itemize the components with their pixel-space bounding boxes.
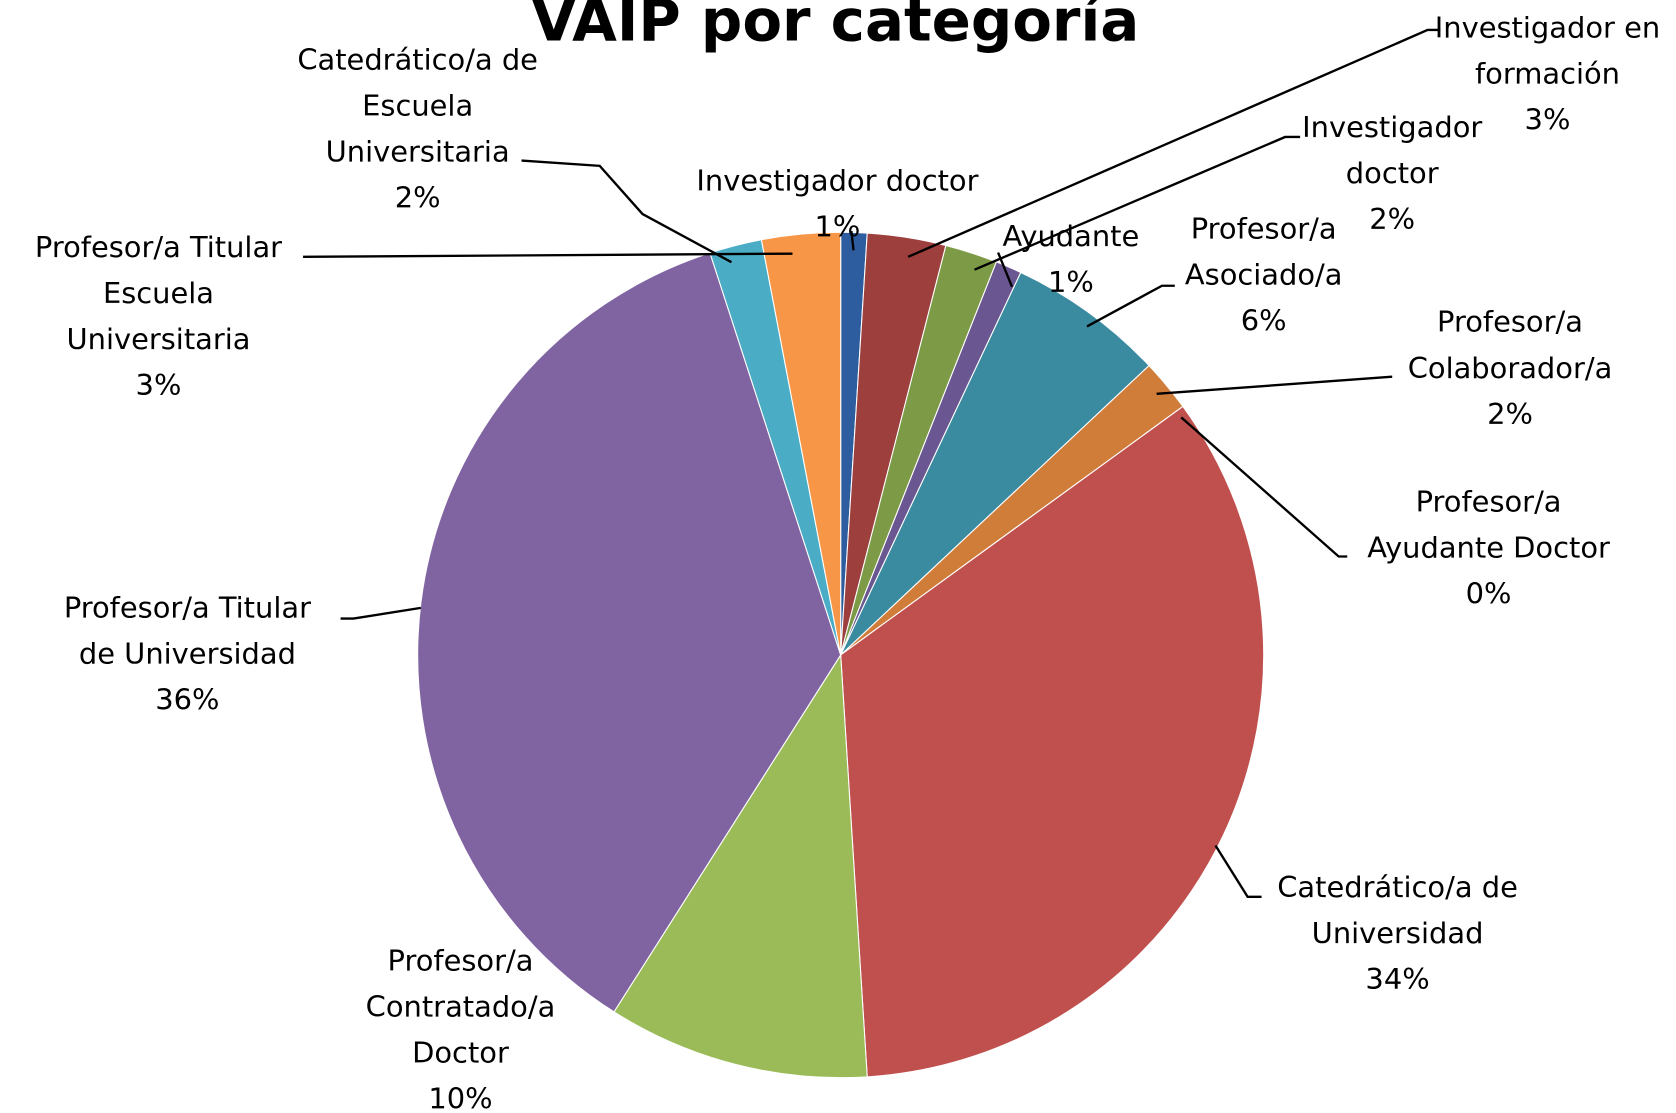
value-label: 0% [1466, 577, 1512, 611]
leader-line [997, 252, 1014, 288]
value-label: 1% [815, 210, 861, 244]
value-label: 34% [1365, 962, 1429, 996]
leader-line [340, 606, 422, 620]
leader-lines [303, 28, 1441, 898]
leader-line [974, 135, 1301, 271]
value-label: 6% [1241, 304, 1287, 338]
slice-label: Profesor/a Asociado/a [1185, 212, 1343, 292]
value-label: 36% [155, 683, 219, 717]
slice-label: Investigador doctor [1302, 110, 1482, 190]
slice-label: Catedrático/a de Universidad [1277, 870, 1518, 950]
pie [417, 231, 1265, 1079]
leader-line [1156, 375, 1393, 396]
chart-title: VAIP por categoría [531, 0, 1139, 55]
pie-slice [840, 271, 1150, 656]
pie-slice [760, 231, 842, 656]
slice-label: Profesor/a Ayudante Doctor [1367, 485, 1610, 565]
pie-slice [840, 405, 1265, 1078]
slice-label: Profesor/a Titular Escuela Universitaria [35, 230, 282, 356]
slice-label: Catedrático/a de Escuela Universitaria [297, 43, 538, 169]
slice-label: Profesor/a Titular de Universidad [64, 591, 311, 671]
value-label: 10% [428, 1082, 492, 1113]
leader-line [1086, 284, 1175, 328]
labels: Investigador doctor 1% Investigador en form… [35, 10, 1660, 1113]
slice-label: Investigador en formación [1435, 10, 1660, 90]
value-label: 3% [1525, 103, 1571, 137]
value-label: 2% [1487, 397, 1533, 431]
slice-label: Ayudante [1003, 219, 1140, 253]
value-label: 1% [1048, 265, 1094, 299]
value-label: 2% [395, 181, 441, 215]
leader-line [850, 231, 855, 251]
pie-slice [613, 653, 868, 1079]
value-label: 2% [1369, 202, 1415, 236]
pie-slice [417, 252, 842, 1013]
leader-line [521, 159, 733, 264]
slice-label: Profesor/a Colaborador/a [1408, 305, 1613, 385]
slice-label: Investigador doctor [696, 164, 978, 198]
slice-label: Profesor/a Contratado/a Doctor [366, 944, 556, 1070]
value-label: 3% [136, 368, 182, 402]
leader-line [1180, 416, 1348, 558]
leader-line [1214, 844, 1262, 898]
leader-line [907, 28, 1441, 258]
leader-line [303, 252, 793, 259]
